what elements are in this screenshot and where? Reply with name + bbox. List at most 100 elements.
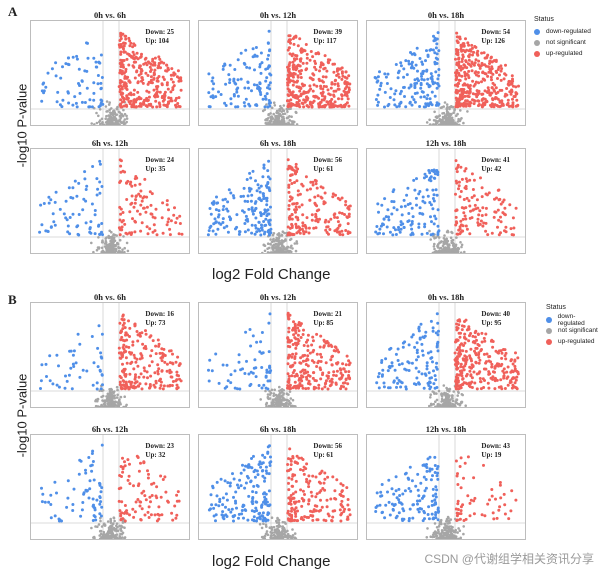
point-down-regulated [84,471,88,475]
point-down-regulated [57,364,60,368]
point-up-regulated [347,359,351,363]
point-down-regulated [392,380,396,384]
point-up-regulated [499,220,503,224]
point-down-regulated [49,503,53,506]
point-up-regulated [121,219,125,222]
point-not-significant [265,405,268,407]
point-up-regulated [144,329,147,333]
point-up-regulated [495,71,499,74]
point-up-regulated [474,361,478,365]
point-down-regulated [399,220,403,224]
point-up-regulated [478,222,482,226]
point-down-regulated [268,72,272,76]
point-down-regulated [264,196,268,200]
point-not-significant [111,123,114,125]
point-up-regulated [340,384,343,388]
point-up-regulated [457,187,460,191]
point-down-regulated [255,104,259,107]
point-down-regulated [100,76,104,79]
point-up-regulated [459,331,462,335]
point-down-regulated [88,230,92,234]
point-up-regulated [118,380,122,384]
point-not-significant [290,123,294,125]
point-down-regulated [432,34,435,38]
point-not-significant [434,249,438,253]
point-up-regulated [330,82,334,86]
point-up-regulated [500,356,504,360]
point-not-significant [451,119,454,122]
point-down-regulated [252,366,256,370]
point-up-regulated [153,229,157,233]
point-up-regulated [483,89,487,93]
point-up-regulated [305,56,309,60]
point-up-regulated [123,75,127,78]
point-down-regulated [100,222,104,225]
point-not-significant [273,388,276,392]
point-up-regulated [120,383,124,387]
point-down-regulated [250,193,254,197]
point-down-regulated [431,197,435,200]
point-up-regulated [178,222,182,225]
point-not-significant [448,387,451,391]
point-down-regulated [415,91,419,95]
point-down-regulated [392,98,396,102]
point-not-significant [451,105,455,109]
point-up-regulated [497,233,501,237]
point-not-significant [276,251,280,253]
point-down-regulated [394,352,398,356]
point-up-regulated [335,74,339,77]
point-up-regulated [154,494,158,498]
point-down-regulated [57,385,61,389]
point-up-regulated [132,102,136,106]
point-down-regulated [412,178,416,182]
point-up-regulated [460,342,463,346]
up-count: Up: 95 [481,319,502,327]
point-up-regulated [458,195,462,199]
point-down-regulated [433,214,437,218]
point-down-regulated [99,387,103,391]
point-not-significant [456,402,460,406]
point-down-regulated [71,509,75,512]
point-up-regulated [461,53,465,57]
point-up-regulated [514,206,518,210]
point-not-significant [455,114,458,117]
point-not-significant [104,117,107,121]
point-up-regulated [128,231,132,235]
point-up-regulated [336,87,340,91]
point-up-regulated [311,376,315,380]
point-down-regulated [428,380,432,384]
point-down-regulated [259,184,263,188]
point-down-regulated [69,366,73,370]
point-up-regulated [470,69,474,73]
point-up-regulated [329,100,333,104]
point-down-regulated [410,60,414,64]
point-up-regulated [322,67,326,71]
point-not-significant [433,110,436,114]
scatter-svg [31,435,189,539]
point-up-regulated [464,224,468,228]
point-not-significant [445,241,449,245]
point-down-regulated [418,337,422,341]
point-up-regulated [128,335,131,338]
point-not-significant [112,522,115,525]
point-down-regulated [247,372,251,376]
point-up-regulated [502,198,506,202]
point-down-regulated [71,353,75,357]
point-up-regulated [294,94,298,97]
point-up-regulated [325,225,329,229]
point-down-regulated [249,176,253,180]
point-down-regulated [66,230,70,234]
point-not-significant [283,112,287,115]
point-up-regulated [332,93,336,97]
point-up-regulated [511,362,515,366]
point-down-regulated [392,226,396,230]
point-up-regulated [455,75,459,79]
point-up-regulated [125,76,129,80]
legend-label: not significant [546,39,586,46]
point-up-regulated [318,65,322,69]
point-up-regulated [482,51,486,55]
point-down-regulated [259,93,263,96]
point-not-significant [447,243,451,246]
point-up-regulated [140,356,144,360]
point-up-regulated [493,370,496,374]
